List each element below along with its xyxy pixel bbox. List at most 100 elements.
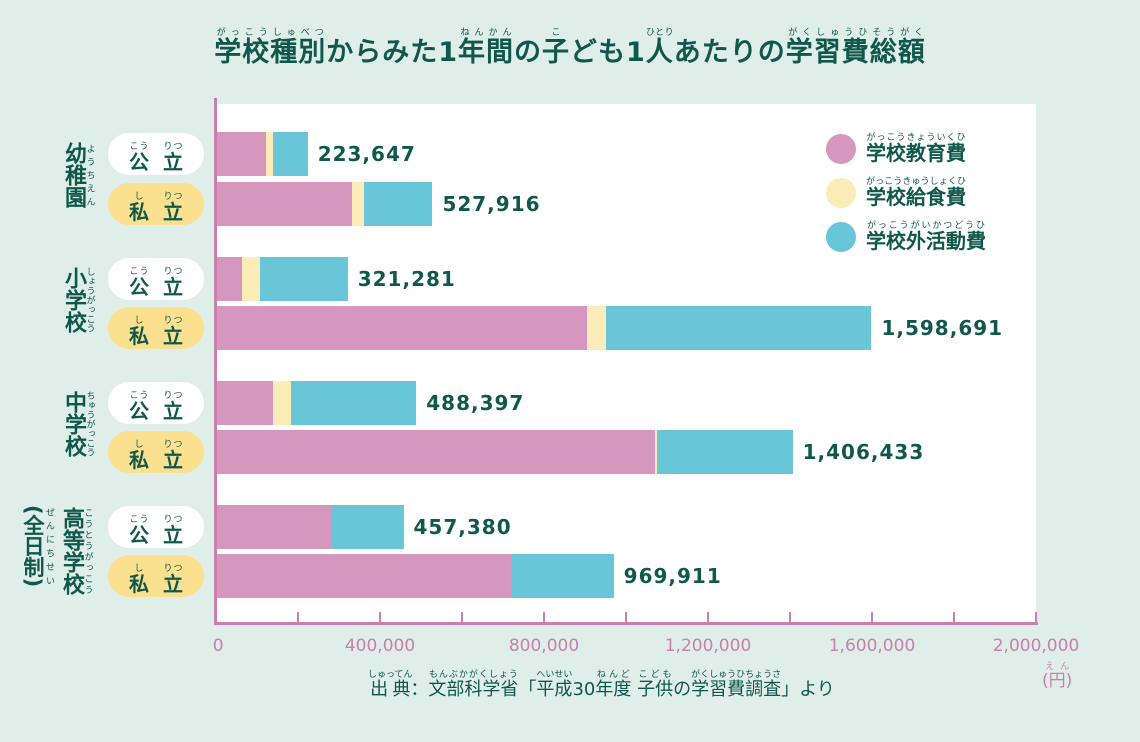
bar-total-label: 969,911: [623, 564, 722, 588]
pill-char: 立りつ: [163, 267, 183, 299]
bar-segment-out-of-school: [656, 430, 793, 474]
pill-char: 立りつ: [163, 515, 183, 547]
bar-total-label: 1,406,433: [802, 440, 925, 464]
pill-char: 公こう: [129, 142, 149, 174]
furigana: こども: [637, 670, 674, 680]
legend-swatch: [826, 178, 856, 208]
category-name: 高等学校こうとうがっこう: [59, 507, 93, 595]
x-tick: [707, 612, 709, 622]
source-segment: 30: [572, 679, 596, 700]
x-tick-mid: [789, 612, 791, 622]
x-tick: [1035, 612, 1037, 622]
furigana: し: [129, 564, 149, 574]
bar-segment-out-of-school: [259, 257, 348, 301]
category-label: 中学校ちゅうがっこう: [61, 391, 95, 457]
bar-total-label: 527,916: [442, 192, 541, 216]
chart-title: 学校種別がっこうしゅべつからみた1年間ねんかんの子こども1人ひとりあたりの学習費…: [0, 28, 1140, 69]
legend-item: 学校教育費がっこうきょういくひ: [826, 122, 986, 166]
category-sub-label: (全日制) ぜんにちせい: [21, 505, 54, 587]
source-segment: ：: [410, 679, 429, 700]
furigana: がっこうがいかつどうひ: [866, 221, 986, 231]
bar-segment-school-lunch: [241, 257, 260, 301]
furigana: ねんかん: [458, 28, 514, 38]
x-tick-mid: [461, 612, 463, 622]
furigana: りつ: [163, 440, 183, 450]
furigana: こう: [129, 515, 149, 525]
furigana: こう: [129, 142, 149, 152]
x-tick-label: 1,600,000: [828, 636, 916, 656]
category-name: 小学校しょうがっこう: [61, 267, 95, 333]
bar-segment-school-education: [216, 257, 242, 301]
unit-label: (円)えん: [1042, 662, 1073, 691]
title-segment: 学習費総額がくしゅうひそうがく: [785, 28, 926, 68]
bar-segment-out-of-school: [290, 381, 417, 425]
bar-segment-out-of-school: [606, 306, 872, 350]
x-tick: [871, 612, 873, 622]
x-tick-label: 800,000: [508, 636, 580, 656]
bar-segment-school-education: [216, 306, 587, 350]
bar-segment-school-lunch: [265, 132, 274, 176]
furigana: がくしゅうひそうがく: [785, 28, 926, 38]
pill-char: 私し: [129, 192, 149, 224]
bar-total-label: 321,281: [357, 267, 456, 291]
private-pill: 私し 立りつ: [108, 555, 204, 597]
bar-segment-school-education: [216, 132, 266, 176]
source-segment: 子供こども: [637, 670, 674, 700]
pill-char: 立りつ: [163, 564, 183, 596]
pill-char: 立りつ: [163, 142, 183, 174]
legend: 学校教育費がっこうきょういくひ 学校給食費がっこうきゅうしょくひ 学校外活動費がっこ…: [826, 122, 986, 254]
bar-total-label: 223,647: [317, 142, 416, 166]
furigana: りつ: [163, 142, 183, 152]
bar-segment-school-education: [216, 505, 331, 549]
furigana: がっこうきょういくひ: [866, 133, 966, 143]
bar-segment-out-of-school: [330, 505, 404, 549]
x-tick: [379, 612, 381, 622]
title-segment: あたりの: [673, 37, 786, 68]
source-segment: 年度ねんど: [595, 670, 632, 700]
source-segment: 文部科学省もんぶかがくしょう: [428, 670, 519, 700]
pill-char: 公こう: [129, 515, 149, 547]
public-pill: 公こう 立りつ: [108, 382, 204, 424]
public-pill: 公こう 立りつ: [108, 258, 204, 300]
legend-item: 学校外活動費がっこうがいかつどうひ: [826, 210, 986, 254]
furigana: こう: [129, 267, 149, 277]
private-pill: 私し 立りつ: [108, 307, 204, 349]
public-pill: 公こう 立りつ: [108, 506, 204, 548]
furigana: もんぶかがくしょう: [428, 670, 519, 680]
x-tick-mid: [625, 612, 627, 622]
furigana: りつ: [163, 316, 183, 326]
bar-segment-school-lunch: [351, 182, 365, 226]
x-axis-unit: (円)えん: [1042, 662, 1072, 691]
furigana: ひとり: [645, 28, 674, 38]
legend-swatch: [826, 222, 856, 252]
category-label: 幼稚園ようちえん: [61, 142, 95, 208]
source-segment: 「: [518, 679, 537, 700]
legend-label: 学校教育費がっこうきょういくひ: [866, 133, 966, 166]
x-tick-label: 2,000,000: [992, 636, 1080, 656]
bar-total-label: 457,380: [413, 515, 512, 539]
furigana: りつ: [163, 515, 183, 525]
private-pill: 私し 立りつ: [108, 183, 204, 225]
title-segment: 学校種別がっこうしゅべつ: [214, 28, 327, 68]
bar-total-label: 488,397: [426, 391, 525, 415]
furigana: がくしゅうひちょうさ: [691, 670, 782, 680]
x-tick-mid: [953, 612, 955, 622]
legend-text: 学校給食費がっこうきゅうしょくひ: [866, 177, 966, 209]
category-name: 幼稚園ようちえん: [61, 142, 95, 208]
x-tick-label: 1,200,000: [664, 636, 752, 656]
source-segment: 平成へいせい: [536, 670, 573, 700]
bar-segment-out-of-school: [364, 182, 433, 226]
furigana: こう: [129, 391, 149, 401]
bar-segment-out-of-school: [273, 132, 308, 176]
furigana: し: [129, 440, 149, 450]
title-segment: の: [514, 37, 542, 68]
source-segment: 学習費調査がくしゅうひちょうさ: [691, 670, 782, 700]
pill-char: 公こう: [129, 267, 149, 299]
furigana: りつ: [163, 267, 183, 277]
category-label: 小学校しょうがっこう: [61, 267, 95, 333]
title-segment: からみた1: [326, 37, 458, 68]
pill-char: 立りつ: [163, 391, 183, 423]
furigana: がっこうしゅべつ: [214, 28, 327, 38]
furigana: こ: [542, 28, 570, 38]
